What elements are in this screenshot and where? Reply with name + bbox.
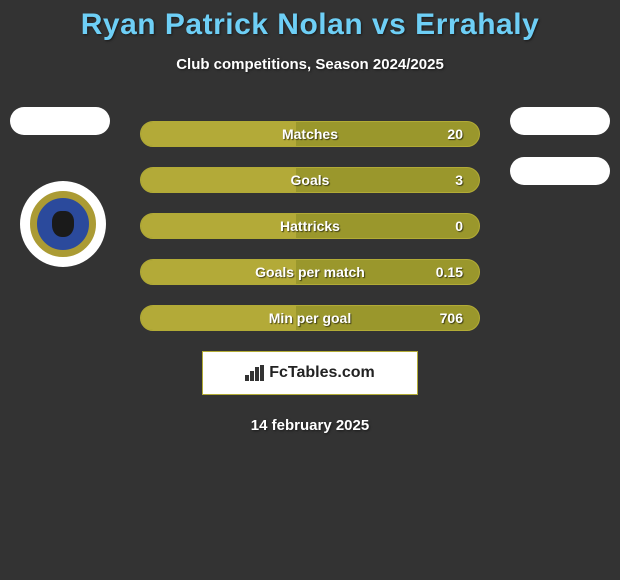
stat-value: 706: [440, 310, 463, 326]
stat-label: Goals per match: [255, 264, 365, 280]
stat-value: 3: [455, 172, 463, 188]
subtitle: Club competitions, Season 2024/2025: [0, 56, 620, 73]
stat-bar-fill: [141, 214, 296, 238]
stat-label: Hattricks: [280, 218, 340, 234]
stats-area: Matches 20 Goals 3 Hattricks 0 Goals per match…: [0, 121, 620, 331]
stat-value: 20: [447, 126, 463, 142]
footer-brand-text: FcTables.com: [269, 364, 375, 382]
player-pill-right-1: [510, 107, 610, 135]
stat-bar-fill: [141, 122, 296, 146]
footer-brand-box: FcTables.com: [202, 351, 418, 395]
stat-bar: Matches 20: [140, 121, 480, 147]
stat-label: Matches: [282, 126, 338, 142]
stat-value: 0: [455, 218, 463, 234]
club-badge-inner: [30, 191, 96, 257]
stat-bar: Goals 3: [140, 167, 480, 193]
stat-label: Min per goal: [269, 310, 351, 326]
stat-value: 0.15: [436, 264, 463, 280]
club-badge-silhouette: [52, 211, 74, 237]
player-pill-right-2: [510, 157, 610, 185]
bar-chart-icon: [245, 365, 265, 381]
club-badge: [20, 181, 106, 267]
page-title: Ryan Patrick Nolan vs Errahaly: [0, 0, 620, 42]
player-pill-left: [10, 107, 110, 135]
stat-bar: Hattricks 0: [140, 213, 480, 239]
stat-row: Goals per match 0.15: [0, 259, 620, 285]
stat-bar: Goals per match 0.15: [140, 259, 480, 285]
stat-bar: Min per goal 706: [140, 305, 480, 331]
stat-row: Min per goal 706: [0, 305, 620, 331]
date-text: 14 february 2025: [0, 417, 620, 434]
stat-bar-fill: [141, 168, 296, 192]
stat-label: Goals: [291, 172, 330, 188]
